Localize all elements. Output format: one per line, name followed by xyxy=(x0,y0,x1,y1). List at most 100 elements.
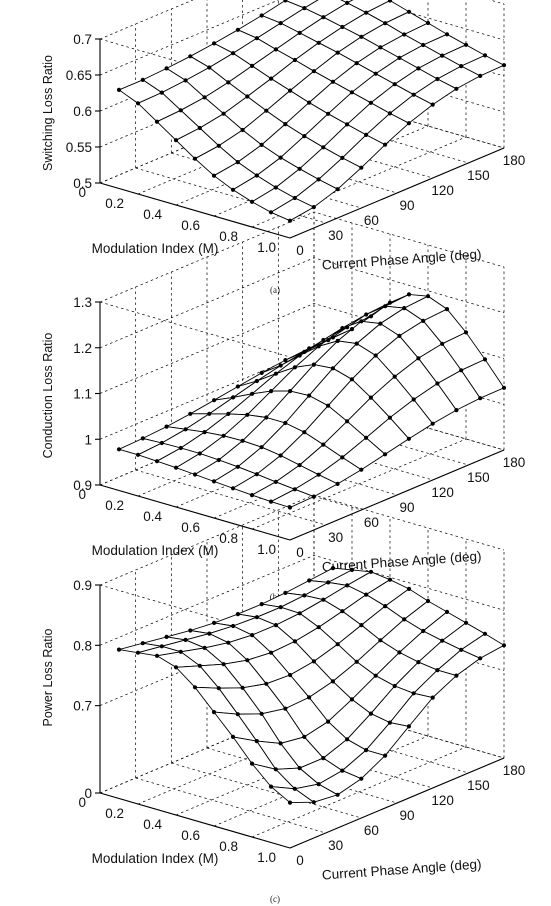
data-point xyxy=(197,663,202,668)
z-tick-label: 0.9 xyxy=(73,478,92,493)
data-point xyxy=(259,445,264,450)
data-point xyxy=(435,668,440,673)
floor-gridline-y xyxy=(251,746,467,838)
data-point xyxy=(226,411,231,416)
z-axis-title: Conduction Loss Ratio xyxy=(41,333,55,459)
data-point xyxy=(135,452,141,457)
data-point xyxy=(359,776,364,781)
data-point xyxy=(345,122,350,127)
data-point xyxy=(397,650,402,655)
y-axis-line xyxy=(99,792,291,849)
data-point xyxy=(297,766,302,771)
data-point xyxy=(159,644,164,649)
data-point xyxy=(383,604,388,609)
data-point xyxy=(326,111,331,116)
x-axis-title: Current Phase Angle (deg) xyxy=(321,246,482,272)
data-point xyxy=(430,421,435,426)
data-point xyxy=(254,36,259,41)
data-point xyxy=(245,94,250,99)
z-tick-label: 0.55 xyxy=(66,140,92,155)
z-tick-label: 1.3 xyxy=(73,295,92,310)
data-points xyxy=(116,0,507,223)
data-point xyxy=(440,638,445,643)
data-point xyxy=(278,605,283,610)
data-point xyxy=(250,391,255,396)
panel-caption: (b) xyxy=(270,592,281,602)
data-point xyxy=(463,620,469,625)
data-point xyxy=(421,628,426,634)
data-point xyxy=(345,0,350,5)
data-point xyxy=(287,800,293,805)
data-point xyxy=(373,353,378,358)
data-point xyxy=(482,631,488,636)
data-point xyxy=(397,333,402,338)
data-point xyxy=(402,306,407,311)
data-point xyxy=(288,88,293,93)
data-point xyxy=(387,577,393,582)
data-point xyxy=(482,53,488,58)
data-point xyxy=(440,341,445,346)
data-point xyxy=(316,472,321,477)
data-point xyxy=(349,377,354,382)
data-point xyxy=(378,638,383,643)
data-point xyxy=(254,378,259,384)
data-point xyxy=(173,138,179,143)
data-point xyxy=(154,653,160,658)
z-tick-label: 1.2 xyxy=(73,341,92,356)
data-point xyxy=(359,34,364,39)
z-tick-label: 1.1 xyxy=(73,387,92,402)
data-point xyxy=(221,111,226,116)
panel-c: 0 0.7 0.8 0.9 0 0.2 0.4 0.6 0.8 1.0 0 30 60 90 120 150 1… xyxy=(41,494,525,904)
data-point xyxy=(406,121,411,126)
data-point xyxy=(211,173,217,178)
data-point xyxy=(254,472,259,477)
data-point xyxy=(259,370,264,375)
data-point xyxy=(259,13,264,18)
x-tick-label: 120 xyxy=(431,793,454,808)
data-point xyxy=(326,403,331,408)
z-tick-label: 0 xyxy=(84,786,92,801)
data-point xyxy=(478,73,483,78)
z-tick-label: 0.5 xyxy=(73,176,92,191)
data-point xyxy=(307,695,312,700)
data-point xyxy=(283,590,288,596)
data-point xyxy=(249,761,255,766)
y-tick-label: 1.0 xyxy=(257,542,276,557)
data-point xyxy=(316,782,321,787)
data-point xyxy=(216,143,221,148)
data-point xyxy=(340,455,345,460)
data-point xyxy=(231,51,236,56)
data-point xyxy=(164,634,169,640)
data-point xyxy=(283,420,288,426)
data-point xyxy=(259,142,264,147)
data-point xyxy=(463,330,469,335)
data-points xyxy=(116,292,507,510)
data-point xyxy=(478,656,483,661)
data-point xyxy=(221,433,226,438)
data-point xyxy=(235,612,240,617)
data-point xyxy=(349,327,355,332)
data-point xyxy=(192,156,198,161)
x-axis-title: Current Phase Angle (deg) xyxy=(321,856,482,882)
data-point xyxy=(221,662,226,667)
data-point xyxy=(231,395,236,400)
data-point xyxy=(226,80,231,85)
data-point xyxy=(454,673,459,678)
data-point xyxy=(321,145,326,150)
data-point xyxy=(387,0,393,3)
data-point xyxy=(140,641,145,646)
data-point xyxy=(273,47,278,52)
data-point xyxy=(330,679,335,684)
data-point xyxy=(406,436,411,441)
data-point xyxy=(359,623,364,628)
data-point xyxy=(335,187,340,192)
data-point xyxy=(264,415,269,420)
data-point xyxy=(321,337,326,343)
data-point xyxy=(240,438,245,443)
data-point xyxy=(230,734,236,740)
data-point xyxy=(335,792,340,797)
data-point xyxy=(173,465,179,470)
data-point xyxy=(321,15,326,20)
data-point xyxy=(478,396,483,401)
data-point xyxy=(406,9,412,14)
